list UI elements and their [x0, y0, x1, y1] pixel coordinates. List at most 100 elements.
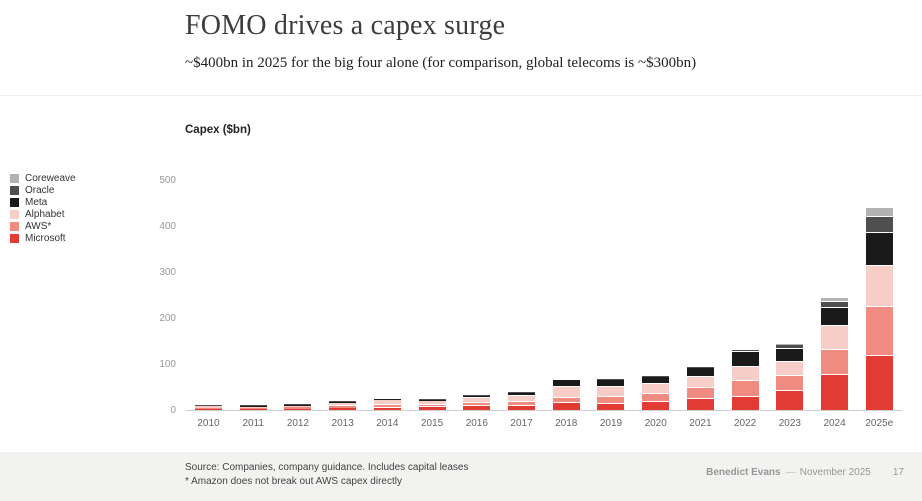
bar-segment-oracle-2010 — [195, 404, 222, 406]
bar-column-2021: 2021 — [686, 367, 714, 429]
y-tick-label: 0 — [170, 405, 176, 416]
bar-segment-alphabet-2016 — [463, 398, 491, 403]
legend-swatch — [10, 173, 19, 183]
bar-column-2015: 2015 — [418, 398, 446, 429]
legend-label: Alphabet — [25, 208, 65, 220]
legend-label: Coreweave — [25, 172, 76, 184]
bar-segment-oracle-2020 — [642, 375, 670, 377]
bar-segment-oracle-2016 — [463, 395, 491, 397]
legend-label: Oracle — [25, 184, 55, 196]
legend-swatch — [10, 209, 19, 219]
bar-segment-oracle-2024 — [821, 302, 849, 308]
bar-segment-microsoft-2019 — [597, 403, 625, 410]
bar-segment-oracle-2021 — [686, 367, 714, 368]
bar-segment-meta-2023 — [776, 348, 804, 362]
x-tick-label: 2010 — [197, 418, 220, 429]
page-number: 17 — [892, 467, 904, 478]
author-name: Benedict Evans — [706, 467, 781, 478]
x-tick-label: 2022 — [734, 418, 757, 429]
bar-column-2013: 2013 — [329, 401, 357, 429]
bar-segment-meta-2012 — [284, 405, 312, 406]
y-tick-label: 100 — [159, 359, 176, 370]
bar-segment-meta-2010 — [195, 405, 222, 407]
legend-label: Meta — [25, 196, 48, 208]
bars-container: 2010 2011 2012 2013 2014 2015 2016 2017 2018 2019… — [186, 180, 902, 429]
bar-segment-alphabet-2011 — [239, 406, 267, 409]
bar-segment-alphabet-2025e — [865, 265, 893, 308]
bar-segment-alphabet-2021 — [686, 376, 714, 388]
bar-segment-oracle-2018 — [552, 379, 580, 381]
bar-segment-alphabet-2015 — [418, 400, 446, 406]
bar-column-2025e: 2025e — [865, 208, 893, 429]
legend-item-alphabet: Alphabet — [10, 208, 76, 220]
chart-legend: Coreweave Oracle Meta Alphabet AWS* Microsoft — [10, 172, 76, 244]
legend-item-aws: AWS* — [10, 220, 76, 232]
bar-segment-aws-2016 — [463, 402, 491, 407]
bar-segment-meta-2014 — [373, 399, 401, 401]
bar-segment-meta-2013 — [329, 402, 357, 403]
x-tick-label: 2018 — [555, 418, 578, 429]
slide-date: November 2025 — [799, 467, 871, 478]
bar-segment-aws-2023 — [776, 376, 804, 392]
legend-swatch — [10, 233, 19, 243]
bar-column-2010: 2010 — [195, 404, 222, 429]
bar-segment-oracle-2014 — [373, 398, 401, 400]
bar-segment-meta-2017 — [508, 392, 536, 396]
x-tick-label: 2025e — [865, 418, 894, 429]
bar-segment-oracle-2022 — [731, 350, 759, 353]
credit-separator: –– — [785, 467, 796, 478]
bar-segment-microsoft-2018 — [552, 403, 580, 410]
bar-segment-coreweave-2025e — [865, 208, 893, 218]
bar-segment-oracle-2011 — [239, 404, 267, 406]
bar-segment-microsoft-2020 — [642, 401, 670, 410]
x-tick-label: 2015 — [420, 418, 444, 429]
bar-column-2014: 2014 — [373, 398, 401, 429]
bar-column-2019: 2019 — [597, 378, 625, 429]
x-tick-label: 2012 — [286, 418, 310, 429]
legend-item-meta: Meta — [10, 196, 76, 208]
bar-segment-meta-2018 — [552, 380, 580, 387]
bar-segment-coreweave-2024 — [821, 298, 849, 303]
bar-segment-alphabet-2019 — [597, 386, 625, 398]
bar-segment-microsoft-2025e — [865, 355, 893, 410]
bar-column-2022: 2022 — [731, 350, 759, 429]
legend-swatch — [10, 221, 19, 231]
bar-column-2023: 2023 — [776, 343, 804, 429]
x-tick-label: 2019 — [599, 418, 623, 429]
bar-column-2011: 2011 — [239, 404, 267, 429]
bar-segment-alphabet-2023 — [776, 361, 804, 377]
bar-segment-aws-2020 — [642, 394, 670, 402]
bar-segment-meta-2011 — [239, 405, 267, 407]
slide-header: FOMO drives a capex surge ~$400bn in 202… — [0, 0, 922, 96]
x-tick-label: 2020 — [644, 418, 667, 429]
bar-segment-microsoft-2017 — [508, 406, 536, 410]
source-note: Source: Companies, company guidance. Inc… — [185, 461, 469, 489]
source-line-1: Source: Companies, company guidance. Inc… — [185, 462, 469, 473]
x-tick-label: 2014 — [376, 418, 399, 429]
credits: Benedict Evans –– November 2025 17 — [706, 467, 904, 478]
legend-item-oracle: Oracle — [10, 184, 76, 196]
legend-item-coreweave: Coreweave — [10, 172, 76, 184]
x-tick-label: 2017 — [510, 418, 533, 429]
x-tick-label: 2016 — [465, 418, 488, 429]
bar-segment-alphabet-2014 — [373, 400, 401, 406]
x-tick-label: 2024 — [823, 418, 846, 429]
bar-segment-aws-2024 — [821, 349, 849, 376]
legend-item-microsoft: Microsoft — [10, 232, 76, 244]
source-line-2: * Amazon does not break out AWS capex di… — [185, 476, 402, 487]
bar-segment-alphabet-2024 — [821, 325, 849, 350]
bar-segment-microsoft-2011 — [239, 408, 267, 410]
bar-segment-microsoft-2023 — [776, 391, 804, 410]
bar-segment-meta-2024 — [821, 307, 849, 326]
bar-segment-aws-2010 — [195, 408, 222, 410]
bar-segment-microsoft-2016 — [463, 406, 491, 410]
legend-label: AWS* — [25, 220, 52, 232]
bar-column-2017: 2017 — [508, 391, 536, 429]
bar-segment-aws-2015 — [418, 405, 446, 408]
x-tick-label: 2013 — [331, 418, 354, 429]
bar-segment-alphabet-2020 — [642, 383, 670, 395]
bar-segment-aws-2021 — [686, 387, 714, 400]
y-tick-label: 200 — [159, 313, 176, 324]
bar-segment-oracle-2019 — [597, 378, 625, 380]
